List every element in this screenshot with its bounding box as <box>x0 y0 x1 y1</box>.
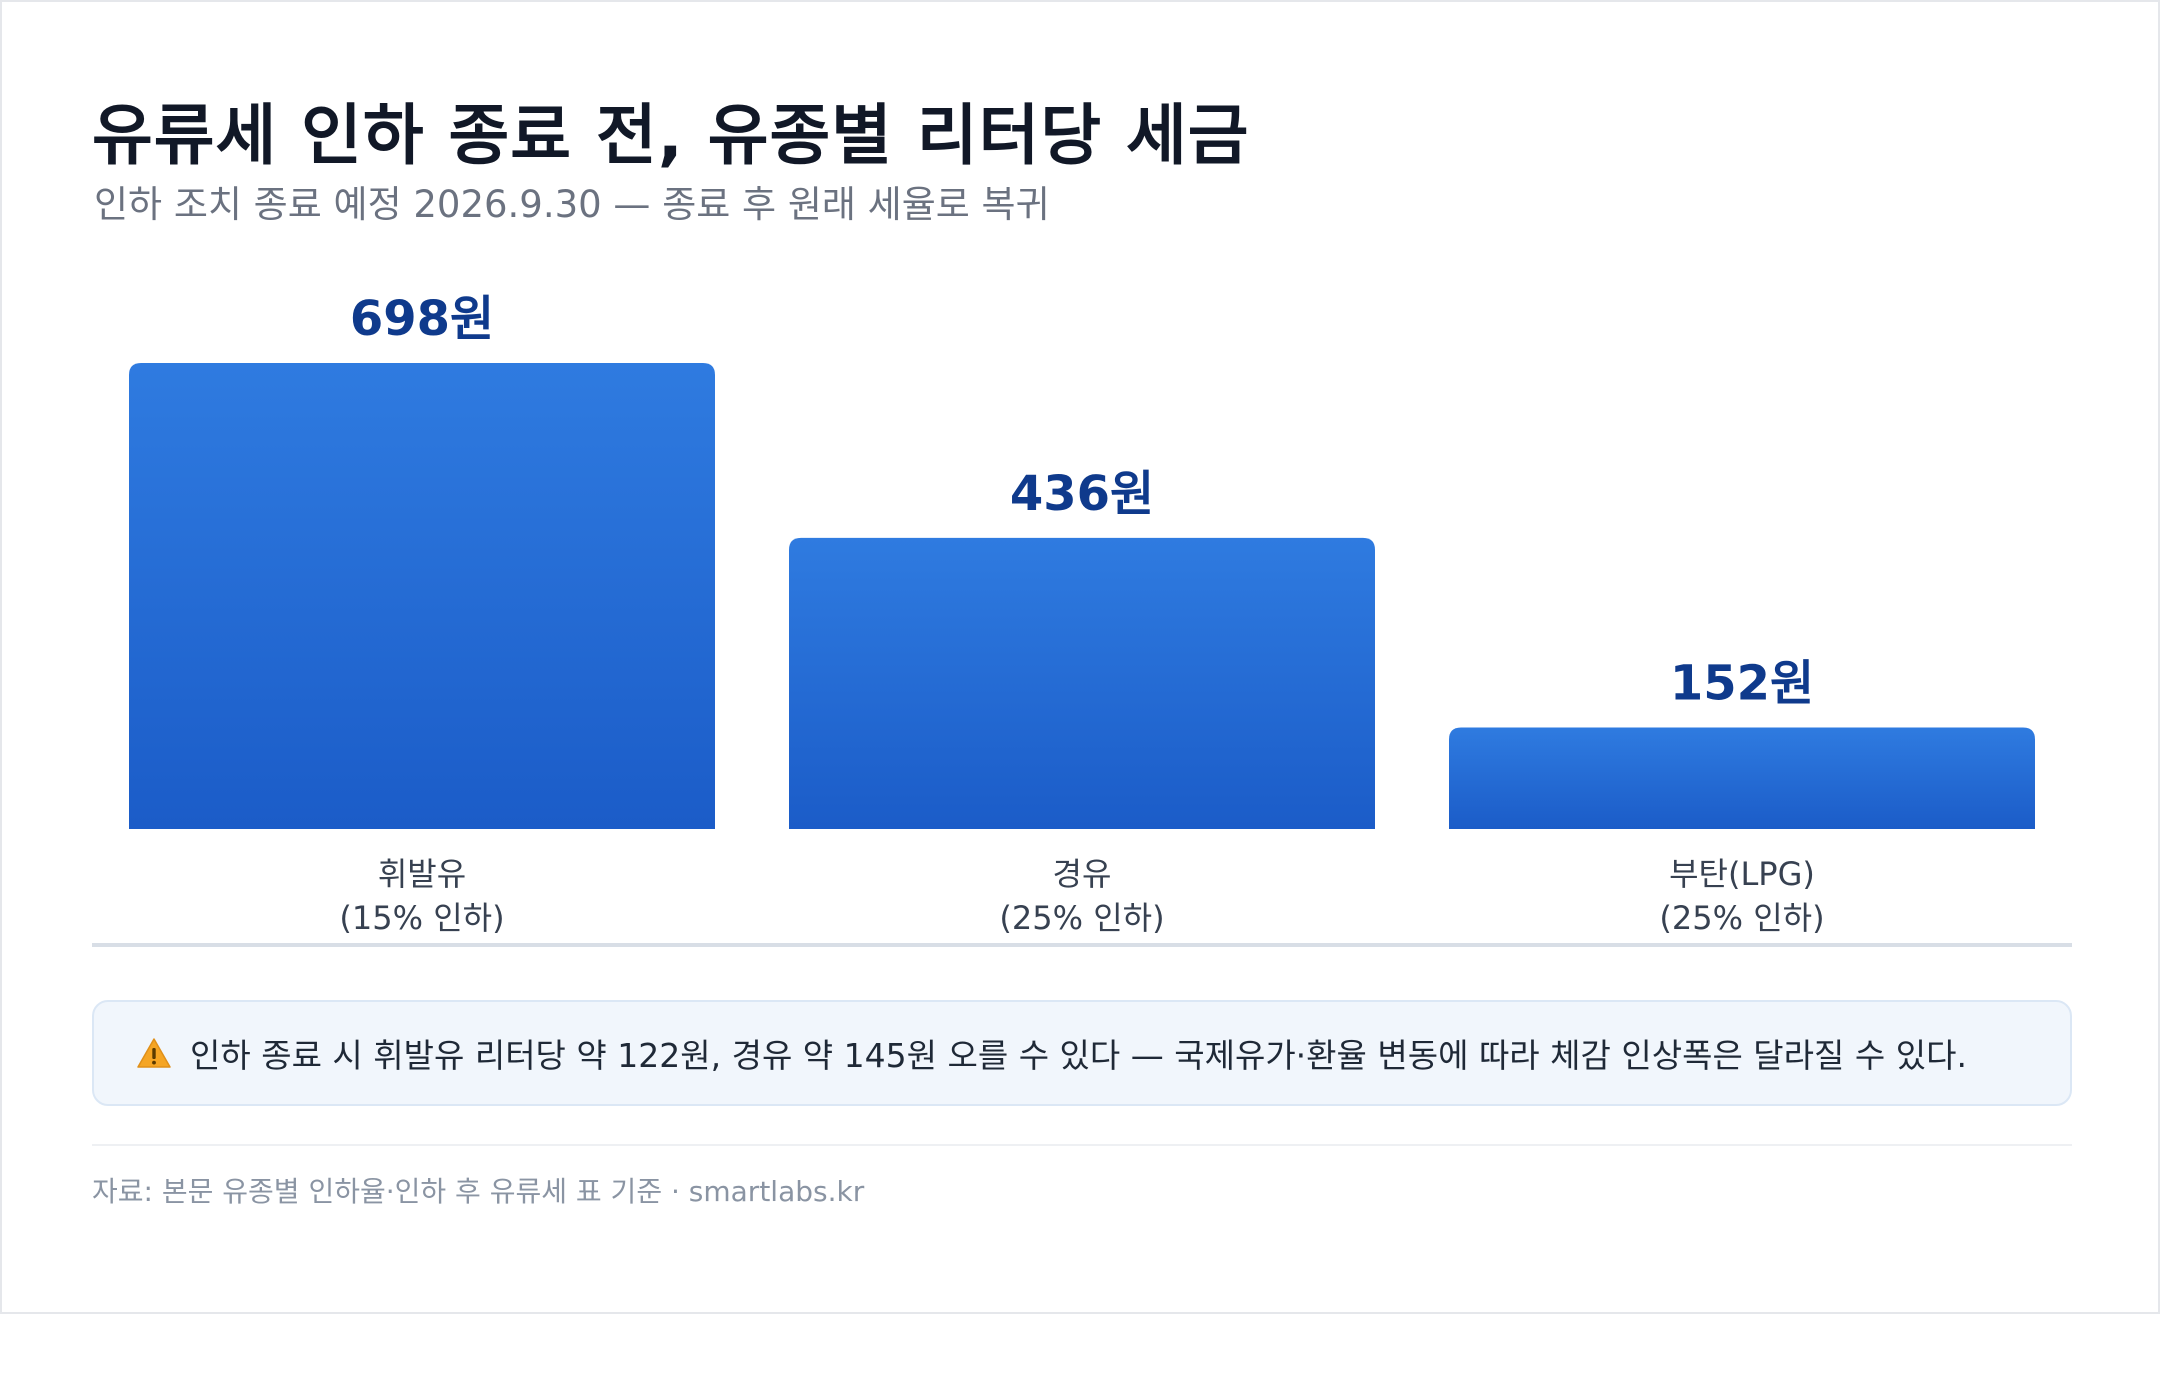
bar-value-label: 698원 <box>350 291 494 347</box>
notice-box: 인하 종료 시 휘발유 리터당 약 122원, 경유 약 145원 오를 수 있… <box>92 1000 2072 1106</box>
category-note: (25% 인하) <box>999 899 1164 937</box>
category-label: 휘발유 <box>378 855 466 893</box>
source-note: 자료: 본문 유종별 인하율·인하 후 유류세 표 기준 · smartlabs… <box>92 1175 865 1208</box>
page-title: 유류세 인하 종료 전, 유종별 리터당 세금 <box>92 97 1250 174</box>
bar <box>789 537 1375 829</box>
chart-card: 유류세 인하 종료 전, 유종별 리터당 세금 인하 조치 종료 예정 2026… <box>0 0 2160 1314</box>
bar-value-label: 436원 <box>1010 466 1154 522</box>
warning-icon <box>137 1038 171 1068</box>
category-note: (25% 인하) <box>1659 899 1824 937</box>
category-label: 경유 <box>1053 855 1112 893</box>
bar <box>129 363 715 829</box>
category-label: 부탄(LPG) <box>1669 855 1815 893</box>
bar-value-label: 152원 <box>1670 656 1814 712</box>
page-subtitle: 인하 조치 종료 예정 2026.9.30 — 종료 후 원래 세율로 복귀 <box>94 183 1050 226</box>
footer-divider <box>92 1144 2072 1146</box>
notice-text: 인하 종료 시 휘발유 리터당 약 122원, 경유 약 145원 오를 수 있… <box>190 1036 1967 1075</box>
category-note: (15% 인하) <box>339 899 504 937</box>
chart-baseline <box>92 943 2072 947</box>
bar <box>1449 727 2035 829</box>
